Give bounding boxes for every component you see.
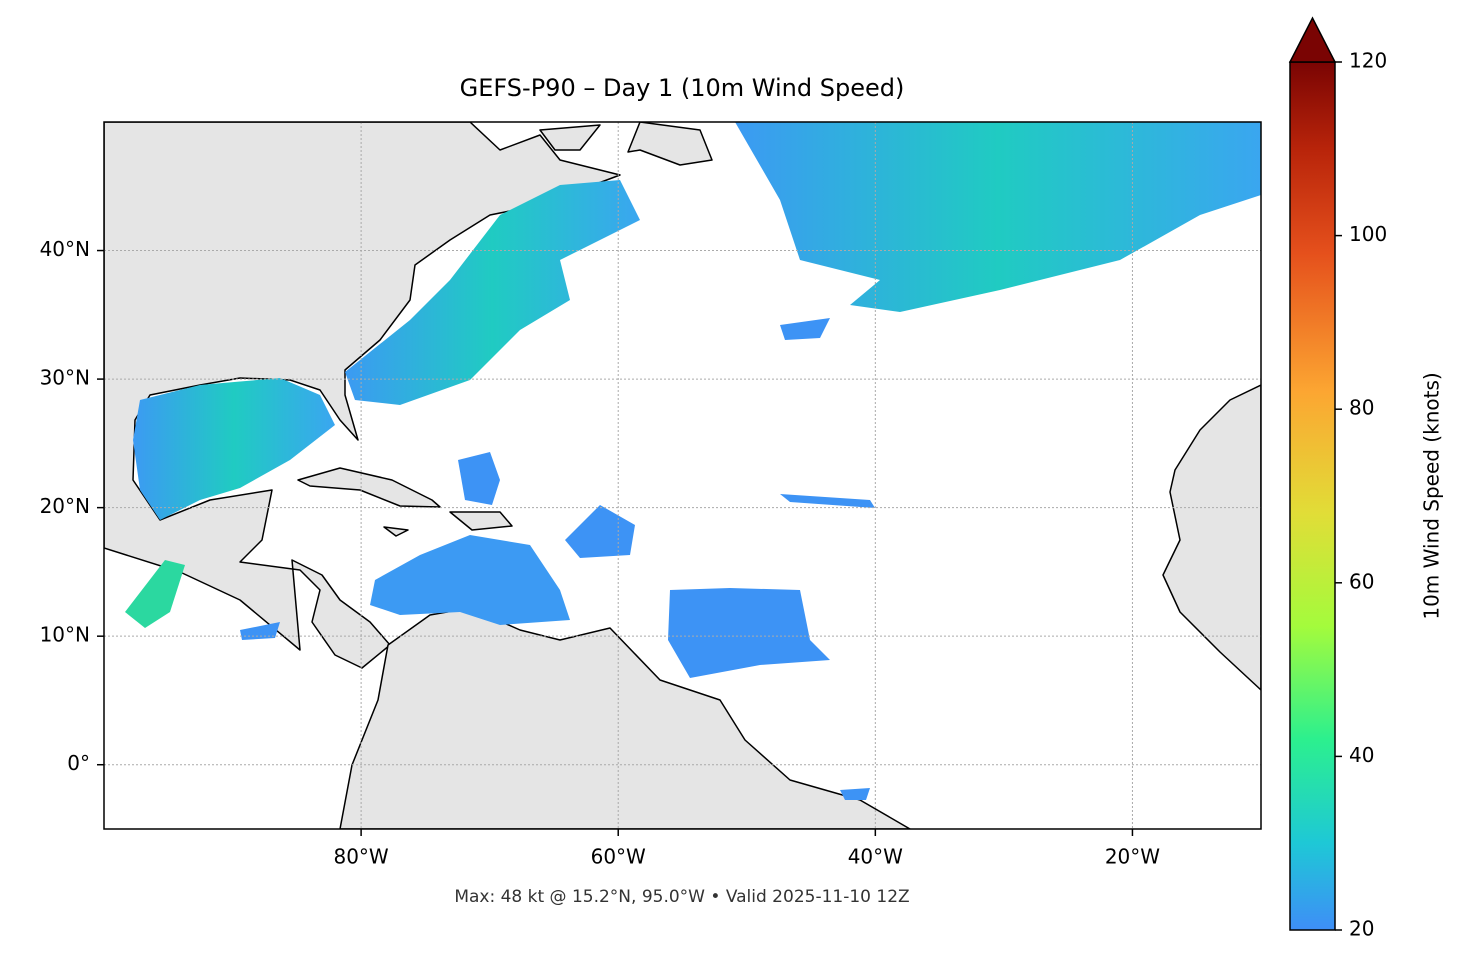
wind-caribbean xyxy=(370,535,570,625)
north-america xyxy=(104,122,621,669)
africa xyxy=(1162,384,1261,691)
y-tick-label: 0° xyxy=(67,751,90,775)
x-tick-label: 40°W xyxy=(848,845,903,869)
y-tick-label: 10°N xyxy=(40,623,90,647)
colorbar-tick-label: 80 xyxy=(1349,396,1374,420)
cuba xyxy=(297,467,441,508)
wind-gulf xyxy=(133,378,335,520)
y-tick-label: 40°N xyxy=(40,237,90,261)
greenland-edge xyxy=(627,122,713,166)
colorbar-tick-label: 20 xyxy=(1349,917,1374,941)
colorbar-tick-label: 100 xyxy=(1349,222,1387,246)
x-tick-label: 60°W xyxy=(591,845,646,869)
colorbar-tick-label: 60 xyxy=(1349,569,1374,593)
wind-pacific xyxy=(125,560,185,628)
wind-islands xyxy=(565,505,635,558)
wind-azores xyxy=(780,318,830,340)
map-area xyxy=(104,122,1261,829)
wind-us-coast xyxy=(345,180,640,405)
map-frame xyxy=(103,121,1262,830)
hispaniola xyxy=(449,511,513,531)
wind-east-caribbean xyxy=(668,588,830,678)
chart-title: GEFS-P90 – Day 1 (10m Wind Speed) xyxy=(460,74,905,102)
colorbar-extend xyxy=(1288,16,1337,63)
x-tick-label: 20°W xyxy=(1105,845,1160,869)
jamaica xyxy=(383,526,409,537)
x-tick-label: 80°W xyxy=(333,845,388,869)
y-tick-label: 30°N xyxy=(40,366,90,390)
newfoundland xyxy=(539,124,601,151)
colorbar-tick-label: 120 xyxy=(1349,49,1387,73)
wind-north-atlantic xyxy=(735,122,1261,312)
colorbar-tick-label: 40 xyxy=(1349,743,1374,767)
colorbar-label: 10m Wind Speed (knots) xyxy=(1420,372,1444,619)
colorbar xyxy=(1289,61,1336,931)
footer-note: Max: 48 kt @ 15.2°N, 95.0°W • Valid 2025… xyxy=(454,887,909,907)
y-tick-label: 20°N xyxy=(40,494,90,518)
wind-bahamas xyxy=(458,452,500,505)
south-america xyxy=(339,607,911,829)
